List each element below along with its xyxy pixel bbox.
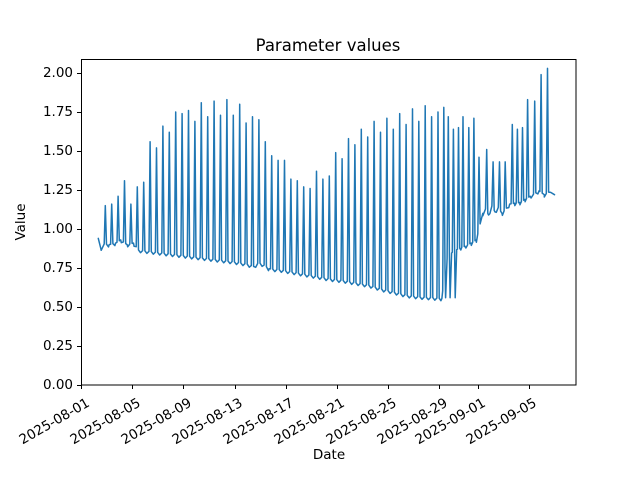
y-tick-label: 0.50	[42, 299, 73, 315]
x-axis-label: Date	[312, 447, 346, 463]
series-line	[97, 67, 556, 302]
y-tick-label: 0.00	[42, 377, 73, 393]
y-tick-label: 1.00	[42, 221, 73, 238]
y-tick-label: 1.50	[42, 143, 73, 160]
y-tick-label: 1.25	[42, 182, 73, 199]
y-tick-label: 0.75	[42, 260, 73, 276]
y-tick-label: 1.75	[42, 104, 73, 121]
y-tick-label: 2.00	[42, 65, 73, 82]
tick-marks	[77, 73, 530, 389]
y-tick-label: 0.25	[42, 338, 73, 354]
chart-title: Parameter values	[255, 36, 401, 55]
axes-frame	[81, 59, 577, 386]
